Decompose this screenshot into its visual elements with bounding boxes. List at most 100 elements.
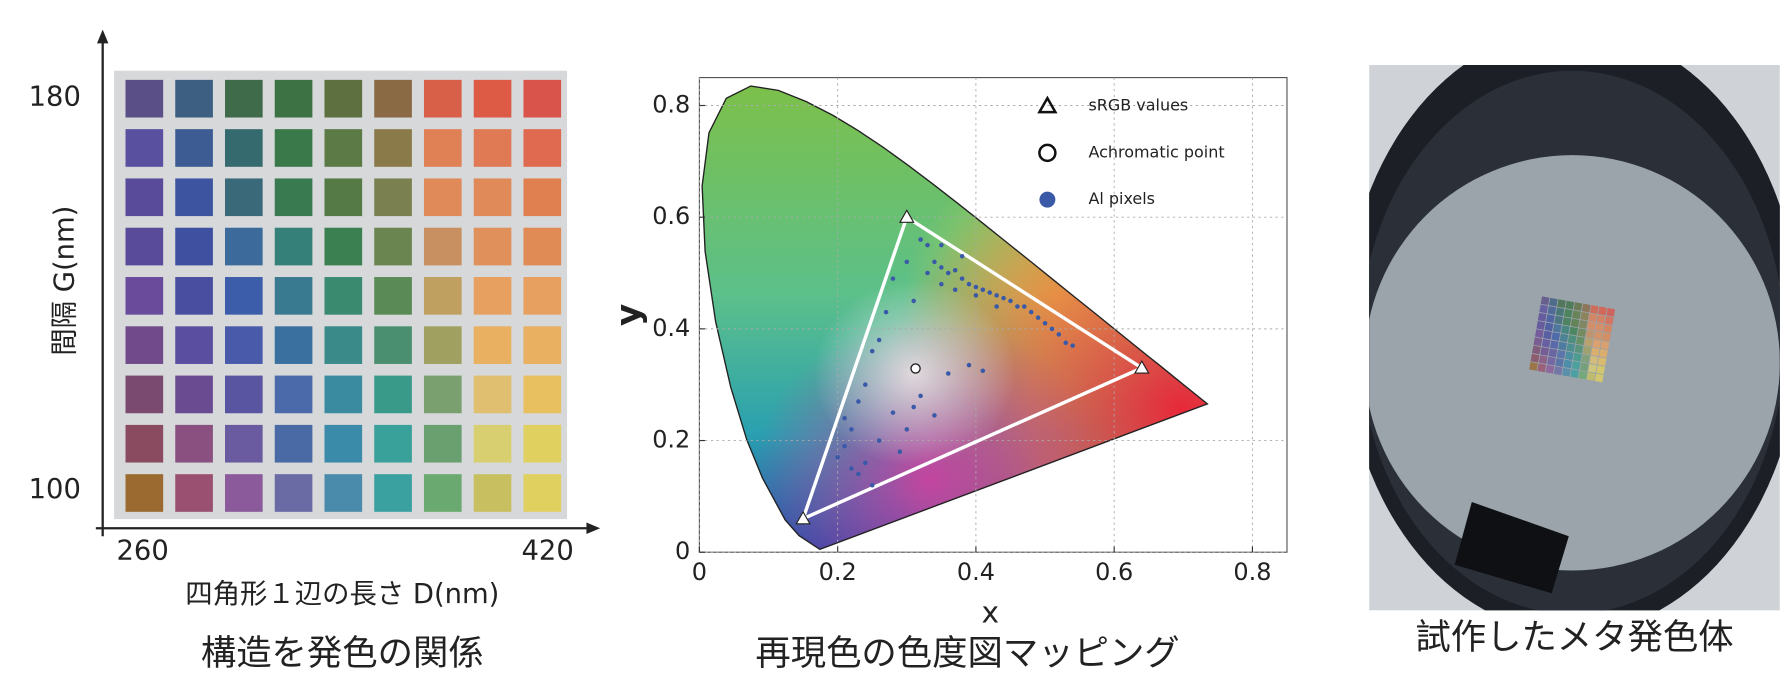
al-pixel bbox=[974, 285, 979, 290]
color-swatch bbox=[523, 80, 561, 118]
color-swatch bbox=[324, 326, 362, 364]
sample-swatch bbox=[1549, 298, 1558, 307]
al-pixel bbox=[898, 449, 903, 454]
sample-swatch bbox=[1540, 347, 1549, 356]
al-pixel bbox=[967, 363, 972, 368]
sample-swatch bbox=[1586, 330, 1595, 339]
color-swatch bbox=[175, 277, 213, 315]
sample-swatch bbox=[1577, 328, 1586, 337]
color-swatch bbox=[374, 178, 412, 216]
al-pixel bbox=[946, 271, 951, 276]
sample-swatch bbox=[1603, 324, 1612, 333]
sample-swatch bbox=[1589, 313, 1598, 322]
al-pixel bbox=[925, 243, 930, 248]
color-swatch bbox=[523, 474, 561, 512]
sample-swatch bbox=[1546, 314, 1555, 323]
sample-swatch bbox=[1571, 319, 1580, 328]
sample-swatch bbox=[1592, 339, 1601, 348]
color-swatch bbox=[275, 80, 313, 118]
color-swatch bbox=[275, 277, 313, 315]
y-tick-label: 0.4 bbox=[652, 314, 690, 342]
al-pixel bbox=[981, 368, 986, 373]
al-pixel bbox=[967, 282, 972, 287]
color-swatch bbox=[324, 425, 362, 463]
sample-swatch bbox=[1580, 363, 1589, 372]
legend-label: Achromatic point bbox=[1088, 142, 1224, 161]
sample-swatch bbox=[1550, 340, 1559, 349]
al-pixel bbox=[911, 405, 916, 410]
x-tick-label: 0.4 bbox=[957, 558, 995, 586]
al-pixel bbox=[870, 483, 875, 488]
sample-swatch bbox=[1578, 371, 1587, 380]
sample-swatch bbox=[1566, 343, 1575, 352]
sample-swatch bbox=[1572, 310, 1581, 319]
legend-marker bbox=[1039, 192, 1055, 208]
al-pixel bbox=[1070, 343, 1075, 348]
al-pixel bbox=[994, 304, 999, 309]
sample-swatch bbox=[1583, 346, 1592, 355]
sample-swatch bbox=[1555, 358, 1564, 367]
sample-swatch bbox=[1599, 349, 1608, 358]
sample-swatch bbox=[1553, 324, 1562, 333]
x-tick-label: 0.8 bbox=[1233, 558, 1271, 586]
color-grid-panel: 間隔 G(nm) 四角形１辺の長さ D(nm) 構造を発色の関係 1001802… bbox=[29, 30, 601, 674]
color-swatch bbox=[275, 326, 313, 364]
x-tick-label: 0.6 bbox=[1095, 558, 1133, 586]
legend-label: Al pixels bbox=[1088, 189, 1155, 208]
color-swatch bbox=[126, 129, 164, 167]
sample-swatch bbox=[1581, 354, 1590, 363]
y-tick-label: 0.2 bbox=[652, 426, 690, 454]
al-pixel bbox=[842, 416, 847, 421]
color-swatch bbox=[175, 474, 213, 512]
al-pixel bbox=[918, 394, 923, 399]
chromaticity-panel: 00.20.40.60.800.20.40.60.8 sRGB valuesAc… bbox=[608, 78, 1287, 674]
sample-swatch bbox=[1556, 308, 1565, 317]
color-swatch bbox=[424, 178, 462, 216]
al-pixel bbox=[918, 237, 923, 242]
al-pixel bbox=[1022, 304, 1027, 309]
sample-swatch bbox=[1591, 348, 1600, 357]
color-swatch bbox=[374, 425, 412, 463]
sample-swatch bbox=[1535, 329, 1544, 338]
achromatic-point bbox=[911, 364, 920, 373]
sample-swatch bbox=[1579, 320, 1588, 329]
color-swatch bbox=[126, 326, 164, 364]
color-swatch bbox=[374, 80, 412, 118]
al-pixel bbox=[863, 461, 868, 466]
sample-swatch bbox=[1595, 323, 1604, 332]
al-pixel bbox=[891, 410, 896, 415]
sample-swatch bbox=[1551, 332, 1560, 341]
sample-swatch bbox=[1554, 316, 1563, 325]
sample-swatch bbox=[1576, 336, 1585, 345]
sample-swatch bbox=[1564, 309, 1573, 318]
y-axis-label: y bbox=[608, 304, 648, 326]
color-swatch bbox=[424, 376, 462, 414]
al-pixel bbox=[1008, 299, 1013, 304]
color-swatch bbox=[424, 474, 462, 512]
color-swatch bbox=[175, 178, 213, 216]
color-swatch bbox=[275, 376, 313, 414]
color-swatch bbox=[474, 376, 512, 414]
photo bbox=[1344, 29, 1789, 634]
sample-swatch bbox=[1537, 363, 1546, 372]
sample-swatch bbox=[1587, 322, 1596, 331]
x-tick-label: 0 bbox=[692, 558, 707, 586]
sample-swatch bbox=[1565, 351, 1574, 360]
color-swatch bbox=[523, 376, 561, 414]
sample-swatch bbox=[1531, 354, 1540, 363]
sample-swatch bbox=[1532, 346, 1541, 355]
al-pixel bbox=[856, 399, 861, 404]
al-pixel bbox=[953, 287, 958, 292]
y-tick-label: 0 bbox=[675, 537, 690, 565]
sample-swatch bbox=[1545, 322, 1554, 331]
al-pixel bbox=[856, 472, 861, 477]
al-pixel bbox=[1043, 321, 1048, 326]
color-swatch bbox=[275, 129, 313, 167]
sample-swatch bbox=[1568, 335, 1577, 344]
color-swatch bbox=[324, 80, 362, 118]
color-swatch bbox=[175, 129, 213, 167]
y-arrow bbox=[97, 30, 108, 44]
sample-swatch bbox=[1570, 369, 1579, 378]
y-tick-label: 0.8 bbox=[652, 91, 690, 119]
sample-swatch bbox=[1563, 360, 1572, 369]
